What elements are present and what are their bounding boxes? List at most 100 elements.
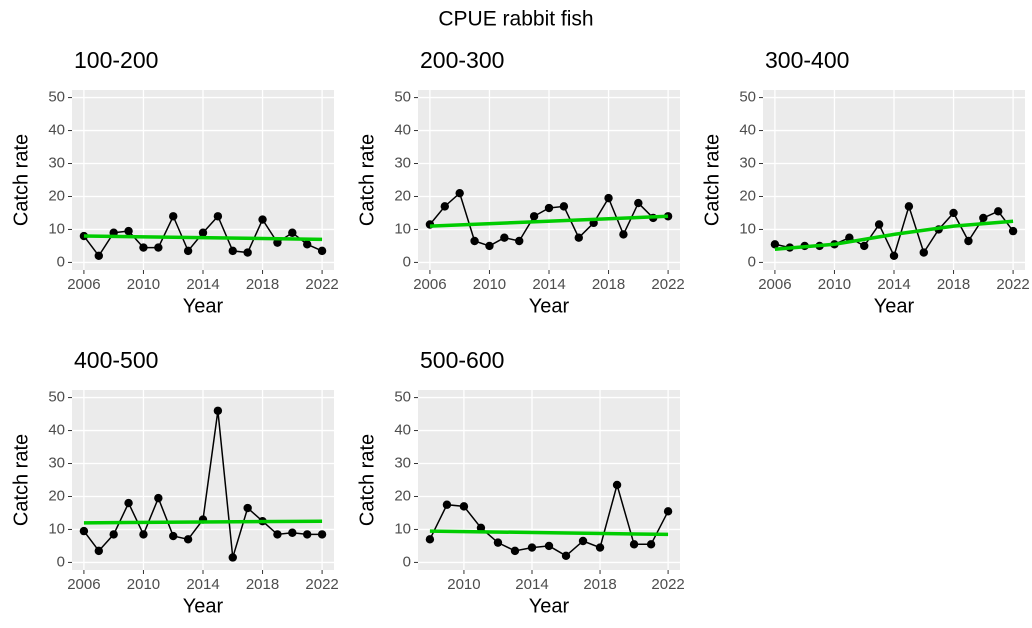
data-point (213, 212, 223, 221)
x-tick-label: 2022 (996, 276, 1029, 293)
data-point (124, 498, 133, 508)
data-point (529, 212, 539, 221)
y-tick-label: 30 (48, 454, 65, 471)
data-point (574, 233, 583, 242)
data-point (455, 188, 464, 198)
y-tick-label: 40 (394, 422, 411, 439)
panel-title: 400-500 (74, 347, 158, 373)
x-tick-label: 2014 (186, 276, 219, 293)
trend-line (429, 214, 669, 228)
y-tick-label: 10 (48, 520, 65, 537)
panel: 100-200 0 10 20 30 40 50 2006 2010 2014 2018 2022 Ye… (10, 47, 338, 317)
trend-line (83, 519, 323, 525)
data-point (94, 251, 103, 261)
x-tick-label: 2006 (758, 276, 791, 293)
y-tick-label: 40 (739, 122, 756, 139)
data-point (612, 480, 622, 490)
data-point (1008, 226, 1018, 236)
data-point (949, 208, 958, 218)
data-point (994, 207, 1003, 216)
data-point (273, 238, 282, 247)
y-tick-label: 20 (739, 187, 756, 204)
figure-title: CPUE rabbit fish (438, 8, 593, 31)
y-axis-label: Catch rate (356, 134, 378, 226)
data-point (595, 543, 605, 552)
x-axis-label: Year (529, 295, 570, 317)
x-axis-label: Year (874, 295, 915, 317)
x-axis-label: Year (183, 295, 224, 317)
x-tick-label: 2014 (532, 276, 565, 293)
y-tick-label: 0 (57, 253, 65, 270)
data-point (527, 543, 537, 552)
data-point (258, 215, 267, 224)
panel-title: 200-300 (420, 47, 504, 73)
x-axis-label: Year (183, 595, 224, 617)
trend-line (774, 219, 1014, 251)
x-tick-label: 2010 (818, 276, 851, 293)
x-tick-label: 2014 (186, 576, 219, 593)
y-tick-label: 20 (394, 187, 411, 204)
y-tick-label: 20 (48, 187, 65, 204)
panel-title: 100-200 (74, 47, 158, 73)
panel-title: 300-400 (765, 47, 849, 73)
y-tick-label: 40 (48, 422, 65, 439)
y-tick-label: 20 (394, 487, 411, 504)
panel: 500-600 0 10 20 30 40 50 2010 2014 2018 2022 Year Ca… (356, 347, 684, 617)
y-tick-label: 10 (394, 520, 411, 537)
data-point (228, 553, 237, 562)
x-tick-label: 2014 (877, 276, 910, 293)
data-point (317, 530, 327, 539)
data-point (288, 228, 297, 237)
y-tick-label: 0 (403, 553, 411, 570)
data-point (619, 230, 628, 239)
x-tick-label: 2022 (651, 576, 684, 593)
y-tick-label: 10 (48, 220, 65, 237)
data-point (470, 236, 479, 246)
data-point (154, 243, 163, 252)
y-tick-label: 30 (394, 154, 411, 171)
y-tick-label: 10 (394, 220, 411, 237)
y-axis-label: Catch rate (701, 134, 723, 226)
y-tick-label: 20 (48, 487, 65, 504)
data-point (889, 251, 899, 261)
x-tick-label: 2010 (127, 276, 160, 293)
data-point (303, 240, 312, 249)
data-point (578, 536, 588, 546)
x-tick-label: 2010 (473, 276, 506, 293)
x-tick-label: 2022 (305, 576, 338, 593)
data-point (476, 523, 486, 533)
data-point (646, 540, 656, 549)
data-point (544, 541, 554, 551)
data-point (303, 530, 312, 539)
x-tick-label: 2006 (67, 576, 100, 593)
x-tick-label: 2018 (583, 576, 616, 593)
data-point (169, 531, 178, 541)
x-tick-label: 2006 (67, 276, 100, 293)
data-point (154, 493, 163, 503)
data-point (510, 546, 520, 556)
data-point (228, 246, 237, 256)
data-point (515, 236, 524, 246)
x-tick-label: 2010 (447, 576, 480, 593)
data-point (979, 213, 988, 223)
data-point (770, 240, 780, 249)
data-point (561, 551, 571, 561)
data-point (919, 248, 928, 257)
data-point (604, 193, 613, 203)
data-point (634, 198, 643, 208)
data-point (198, 228, 208, 237)
data-point (440, 202, 449, 211)
y-axis-label: Catch rate (10, 434, 32, 526)
trend-line (83, 234, 323, 242)
x-tick-label: 2018 (246, 276, 279, 293)
panel: 400-500 0 10 20 30 40 50 2006 2010 2014 2018 2022 Ye… (10, 347, 338, 617)
data-point (243, 503, 252, 513)
data-point (425, 535, 435, 544)
data-point (94, 546, 103, 556)
y-tick-label: 40 (48, 122, 65, 139)
data-point (904, 202, 914, 211)
x-axis-label: Year (529, 595, 570, 617)
x-tick-label: 2022 (651, 276, 684, 293)
data-point (273, 530, 282, 539)
x-tick-label: 2014 (515, 576, 548, 593)
